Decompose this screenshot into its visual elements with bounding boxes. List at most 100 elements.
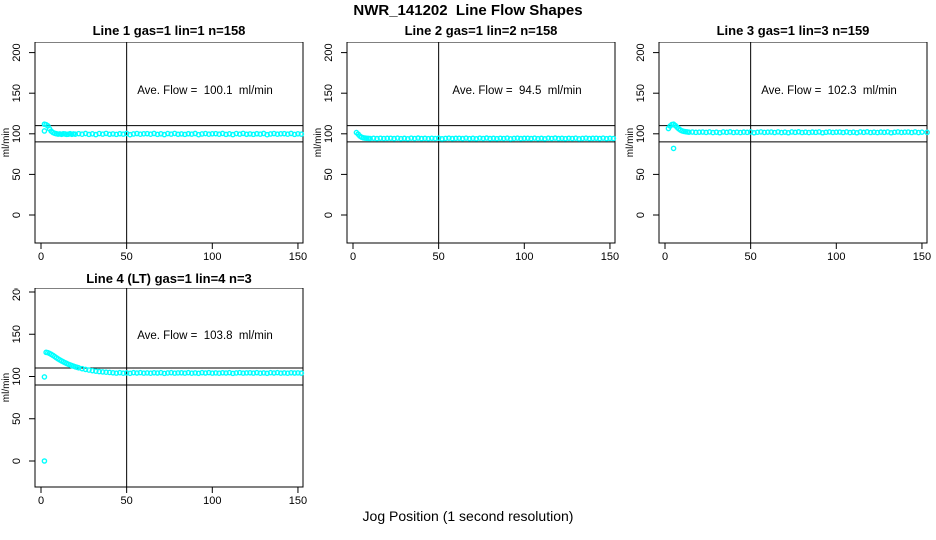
data-point <box>394 135 401 141</box>
data-point <box>72 131 79 138</box>
data-point <box>110 131 116 137</box>
plot-box <box>34 42 304 244</box>
data-point <box>278 131 284 137</box>
subplot-title: Line 2 gas=1 lin=2 n=158 <box>404 23 558 38</box>
data-point <box>374 135 380 142</box>
data-point <box>144 370 151 376</box>
x-tick-label: 50 <box>121 251 133 263</box>
data-point <box>185 130 192 137</box>
data-point <box>415 135 421 141</box>
x-tick-label: 100 <box>203 251 221 263</box>
y-axis-label: ml/min <box>1 373 12 402</box>
data-point <box>418 135 425 142</box>
data-point <box>812 129 819 136</box>
x-tick-label: 150 <box>289 251 307 263</box>
data-point <box>548 135 555 142</box>
data-point <box>860 129 867 136</box>
data-point <box>154 370 161 376</box>
x-tick-label: 0 <box>662 251 668 263</box>
data-point <box>576 136 582 142</box>
data-point <box>878 129 884 135</box>
data-point <box>778 129 785 136</box>
data-point <box>106 131 113 138</box>
subplot-title: Line 3 gas=1 lin=3 n=159 <box>716 23 870 38</box>
axes <box>29 288 304 493</box>
data-point <box>730 129 737 136</box>
data-point <box>370 135 377 142</box>
data-point <box>233 370 240 376</box>
data-point <box>456 135 463 142</box>
data-point <box>802 129 809 135</box>
y-tick-label: 0 <box>11 212 23 218</box>
data-point <box>422 135 428 142</box>
plot-box <box>34 288 304 488</box>
data-point <box>175 131 181 138</box>
data-point <box>96 130 103 137</box>
x-tick-label: 0 <box>350 251 356 263</box>
x-tick-label: 150 <box>289 495 307 507</box>
y-tick-label: 100 <box>11 125 23 143</box>
data-point <box>93 368 99 374</box>
x-tick-label: 100 <box>203 495 221 507</box>
data-point <box>123 370 130 376</box>
data-point <box>699 129 706 135</box>
data-point <box>768 129 775 135</box>
data-point <box>188 370 195 377</box>
data-point <box>250 370 257 376</box>
data-point <box>381 135 387 142</box>
data-point <box>590 135 596 142</box>
data-point <box>99 369 106 375</box>
data-point <box>446 135 452 141</box>
data-point <box>507 136 514 142</box>
data-point <box>806 129 812 136</box>
data-point <box>206 369 212 376</box>
data-points <box>41 349 305 464</box>
plot-box <box>346 42 616 244</box>
data-point <box>182 370 188 376</box>
data-point <box>271 370 277 376</box>
data-point <box>720 129 727 135</box>
data-point <box>480 135 486 142</box>
plot-area: 0 50 100 150 200 0 50 100 150 ml/min <box>625 42 931 263</box>
data-point <box>754 129 761 136</box>
y-axis-label: ml/min <box>1 128 12 157</box>
data-point <box>116 130 123 137</box>
data-point <box>593 135 600 142</box>
data-point <box>799 129 805 136</box>
x-tick-label: 150 <box>913 251 931 263</box>
data-point <box>398 135 404 142</box>
subplot-line-4: Line 4 (LT) gas=1 lin=4 n=3 0 50 100 150 200… <box>0 266 312 516</box>
ave-flow-annotation: Ave. Flow = 94.5 ml/min <box>452 85 582 97</box>
data-point <box>240 370 246 376</box>
data-point <box>154 131 161 138</box>
data-point <box>908 129 915 136</box>
data-point <box>171 370 178 376</box>
data-point <box>168 369 174 376</box>
data-point <box>764 129 771 135</box>
data-point <box>137 131 144 138</box>
data-point <box>888 129 894 136</box>
data-point <box>566 135 572 142</box>
data-point <box>267 369 274 376</box>
y-tick-label: 50 <box>11 413 23 425</box>
data-point <box>96 368 103 375</box>
data-point <box>223 370 229 376</box>
y-tick-label: 0 <box>323 212 335 218</box>
axes <box>653 42 928 249</box>
data-point <box>871 129 877 135</box>
data-point <box>737 129 744 136</box>
axes <box>341 42 616 249</box>
data-point <box>826 129 833 135</box>
y-tick-label: 100 <box>323 125 335 143</box>
x-tick-label: 150 <box>601 251 619 263</box>
data-point <box>524 135 531 142</box>
data-point <box>833 129 840 135</box>
data-point <box>850 129 857 135</box>
data-point <box>278 370 284 376</box>
y-tick-label: 0 <box>11 458 23 464</box>
data-point <box>470 135 476 142</box>
data-point <box>147 370 154 377</box>
data-point <box>603 135 610 142</box>
data-point <box>247 369 253 376</box>
x-tick-label: 50 <box>745 251 757 263</box>
